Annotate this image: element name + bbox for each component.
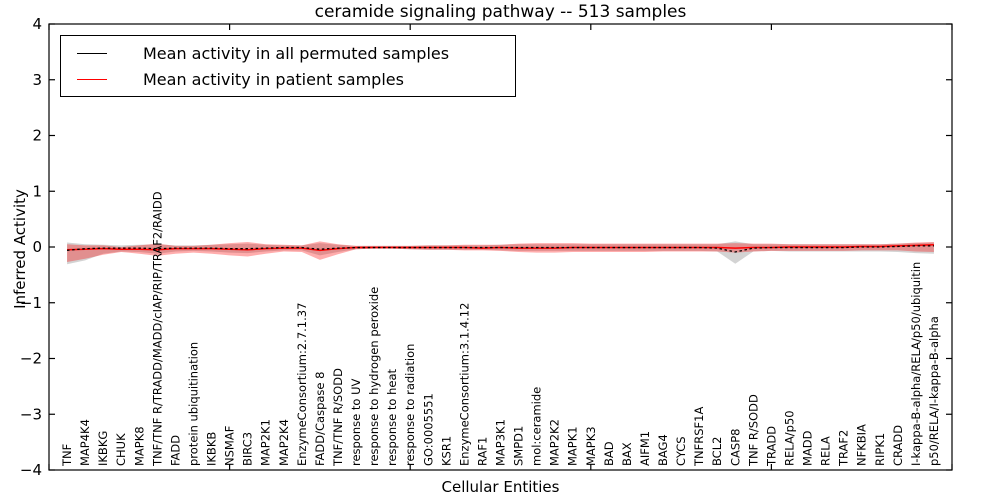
x-category-label: CASP8 [728, 429, 742, 466]
y-tick-label: −3 [20, 405, 42, 423]
x-category-label: RIPK1 [873, 433, 887, 466]
patient-line-swatch [77, 78, 107, 80]
x-category-label: RAF1 [475, 437, 489, 466]
x-category-label: FADD/Caspase 8 [313, 372, 327, 466]
x-category-label: MADD [801, 430, 815, 466]
x-category-label: TNF [60, 444, 74, 467]
patient-range-band [67, 241, 934, 263]
x-category-label: IKBKG [96, 431, 110, 466]
legend-item-patient: Mean activity in patient samples [61, 67, 515, 91]
x-category-label: CHUK [114, 433, 128, 466]
x-category-label: AIFM1 [638, 431, 652, 466]
x-category-label: response to UV [349, 378, 363, 466]
x-category-label: BAX [620, 442, 634, 466]
x-category-label: NSMAF [223, 426, 237, 466]
x-category-label: TRAF2 [837, 430, 851, 467]
x-category-label: KSR1 [439, 436, 453, 466]
x-category-label: MAP3K1 [494, 419, 508, 466]
y-tick-label: 1 [32, 182, 42, 200]
x-category-label: CRADD [891, 425, 905, 466]
legend: Mean activity in all permuted samples Me… [60, 35, 516, 97]
x-category-label: p50/RELA/I-kappa-B-alpha [927, 316, 941, 466]
x-category-label: RELA/p50 [782, 410, 796, 466]
x-category-label: NFKBIA [855, 424, 869, 466]
x-category-label: BIRC3 [241, 432, 255, 466]
permuted-mean-line [67, 245, 934, 253]
legend-item-permuted: Mean activity in all permuted samples [61, 41, 515, 65]
x-category-label: MAPK3 [584, 426, 598, 466]
x-category-label: response to heat [385, 369, 399, 466]
permuted-line-swatch [77, 52, 107, 54]
y-tick-label: −1 [20, 294, 42, 312]
x-category-label: MAP4K4 [78, 419, 92, 466]
legend-item-label: Mean activity in patient samples [143, 69, 404, 89]
x-category-label: BAG4 [656, 434, 670, 466]
x-category-label: I-kappa-B-alpha/RELA/p50/ubiquitin [909, 262, 923, 466]
x-category-label: GO:0005551 [421, 393, 435, 466]
y-tick-label: 0 [32, 238, 42, 256]
x-category-label: protein ubiquitination [186, 342, 200, 466]
x-category-label: response to hydrogen peroxide [367, 287, 381, 466]
x-category-label: IKBKB [205, 432, 219, 466]
chart-title: ceramide signaling pathway -- 513 sample… [314, 2, 687, 22]
x-axis-label: Cellular Entities [441, 478, 560, 496]
x-category-label: CYCS [674, 436, 688, 466]
x-category-label: TNF/TNF R/SODD [331, 368, 345, 467]
x-category-label: mol:ceramide [530, 387, 544, 466]
y-tick-label: 3 [32, 71, 42, 89]
x-category-label: RELA [819, 436, 833, 466]
y-tick-label: −2 [20, 350, 42, 368]
x-category-label: MAP2K4 [277, 419, 291, 466]
x-category-label: SMPD1 [512, 426, 526, 466]
x-category-label: TNF R/SODD [746, 394, 760, 467]
y-axis-label: Inferred Activity [11, 189, 29, 309]
y-tick-label: −4 [20, 461, 42, 479]
y-tick-label: 2 [32, 127, 42, 145]
y-tick-label: 4 [32, 15, 42, 33]
x-category-label: TRADD [764, 426, 778, 467]
legend-item-label: Mean activity in all permuted samples [143, 43, 450, 63]
x-category-label: BCL2 [710, 437, 724, 466]
x-category-label: EnzymeConsortium:2.7.1.37 [295, 303, 309, 466]
x-category-label: TNF/TNF R/TRADD/MADD/cIAP/RIP/TRAF2/RAID… [150, 191, 164, 467]
x-category-label: MAP2K1 [259, 419, 273, 466]
x-category-label: MAP2K2 [548, 419, 562, 466]
x-category-label: MAPK8 [132, 426, 146, 466]
x-category-label: MAPK1 [566, 426, 580, 466]
x-category-label: TNFRSF1A [692, 407, 706, 467]
x-category-label: EnzymeConsortium:3.1.4.12 [457, 303, 471, 466]
x-category-label: FADD [168, 435, 182, 466]
x-category-label: response to radiation [403, 344, 417, 466]
x-category-label: BAD [602, 441, 616, 466]
